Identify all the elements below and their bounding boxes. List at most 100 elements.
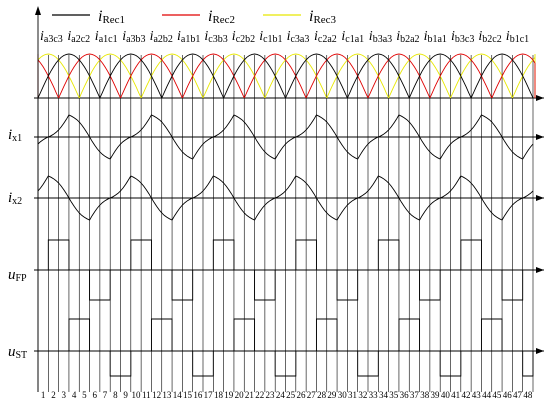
interval-number: 12 (152, 390, 161, 400)
arrow-icon (536, 134, 544, 140)
row-label: ix2 (8, 190, 22, 207)
rectified-current-curve (491, 53, 536, 99)
commutation-label: ib2c2 (478, 29, 501, 45)
pulse-signal (109, 351, 132, 377)
pulse-signal (38, 318, 503, 352)
commutation-label: ia1b1 (177, 29, 200, 45)
interval-number: 31 (348, 390, 357, 400)
commutation-label: ic2b2 (232, 29, 255, 45)
interval-number: 15 (183, 390, 193, 400)
rectified-current-curve (408, 53, 472, 99)
interval-number: 29 (327, 390, 337, 400)
interval-number: 27 (307, 390, 317, 400)
interval-number: 38 (420, 390, 430, 400)
interval-number: 25 (286, 390, 296, 400)
interval-number: 39 (431, 390, 441, 400)
legend-label: iRec2 (208, 8, 235, 26)
interval-number: 42 (461, 390, 470, 400)
arrow-icon (536, 95, 544, 101)
commutation-label: ia2b2 (150, 29, 173, 45)
interval-number: 5 (82, 390, 87, 400)
interval-grid-lines (37, 55, 534, 392)
rectified-current-curve (99, 53, 163, 99)
interval-number: 35 (389, 390, 399, 400)
pulse-signal (254, 270, 276, 301)
commutation-labels: ia3c3 ia2c2 ia1c1 ia3b3 ia2b2 ia1b1 ic3b3 ic2b2… (40, 29, 529, 45)
rectified-current-curve (470, 53, 534, 99)
interval-numbers: 1 2 3 4 5 6 7 8 9 10 11 12 13 14 15 16 17 18 19 20 21 22 23 24 2… (41, 390, 533, 400)
interval-number: 32 (358, 390, 367, 400)
rectified-current-curve (511, 54, 536, 99)
pulse-signal (274, 351, 297, 377)
interval-number: 19 (224, 390, 234, 400)
commutation-label: ic3b3 (204, 29, 227, 45)
legend: iRec1 iRec2 iRec3 (52, 8, 337, 26)
commutation-label: ic1a1 (341, 29, 364, 45)
interval-number: 14 (173, 390, 183, 400)
interval-number: 36 (400, 390, 410, 400)
pulse-signal (89, 270, 111, 301)
commutation-label: ib2a2 (396, 29, 419, 45)
branch-current-curve (37, 175, 534, 221)
pulse-signal (192, 351, 214, 377)
row-label: uFP (8, 267, 27, 284)
interval-number: 20 (235, 390, 245, 400)
commutation-label: ib3a3 (369, 29, 392, 45)
commutation-label: ib3c3 (451, 29, 474, 45)
pulse-signal (38, 239, 482, 271)
interval-number: 30 (338, 390, 348, 400)
commutation-label: ic1b1 (259, 29, 282, 45)
row-label: uST (8, 344, 27, 361)
arrow-icon (35, 6, 41, 15)
interval-number: 21 (245, 390, 254, 400)
interval-number: 9 (123, 390, 128, 400)
pulse-signal (419, 270, 441, 301)
rectified-current-curve (161, 53, 225, 99)
legend-label: iRec1 (98, 8, 125, 26)
interval-number: 43 (472, 390, 482, 400)
interval-number: 18 (214, 390, 224, 400)
commutation-label: ia3b3 (122, 29, 145, 45)
interval-number: 2 (51, 390, 56, 400)
interval-number: 34 (379, 390, 389, 400)
pulse-signal (357, 351, 379, 377)
pulse-signal (501, 270, 524, 301)
interval-number: 28 (317, 390, 327, 400)
rectified-current-curve (346, 53, 410, 99)
commutation-label: ia1c1 (95, 29, 118, 45)
interval-number: 47 (513, 390, 523, 400)
interval-number: 7 (103, 390, 108, 400)
interval-number: 6 (92, 390, 97, 400)
interval-number: 8 (113, 390, 118, 400)
commutation-label: ib1a1 (424, 29, 447, 45)
row-labels: ix1 ix2 uFP uST (8, 127, 27, 361)
interval-number: 45 (492, 390, 502, 400)
legend-label: iRec3 (309, 8, 337, 26)
interval-number: 24 (276, 390, 286, 400)
interval-number: 41 (451, 390, 460, 400)
interval-number: 44 (482, 390, 492, 400)
row-label: ix1 (8, 127, 22, 144)
interval-number: 40 (441, 390, 451, 400)
waveforms (37, 53, 536, 377)
interval-number: 23 (266, 390, 276, 400)
arrow-icon (536, 348, 544, 354)
interval-number: 11 (142, 390, 151, 400)
rectified-current-curve (223, 53, 286, 99)
arrow-icon (536, 267, 544, 273)
commutation-label: ia3c3 (40, 29, 63, 45)
interval-number: 1 (41, 390, 46, 400)
interval-number: 22 (255, 390, 264, 400)
commutation-label: ic3a3 (287, 29, 310, 45)
interval-number: 26 (296, 390, 306, 400)
interval-number: 48 (523, 390, 533, 400)
rectified-current-curve (37, 53, 101, 99)
pulse-signal (522, 351, 534, 377)
interval-number: 46 (503, 390, 513, 400)
pulse-signal (336, 270, 359, 301)
interval-number: 17 (204, 390, 214, 400)
branch-current-curve (37, 114, 534, 160)
interval-number: 10 (131, 390, 141, 400)
pulse-signal (171, 270, 194, 301)
